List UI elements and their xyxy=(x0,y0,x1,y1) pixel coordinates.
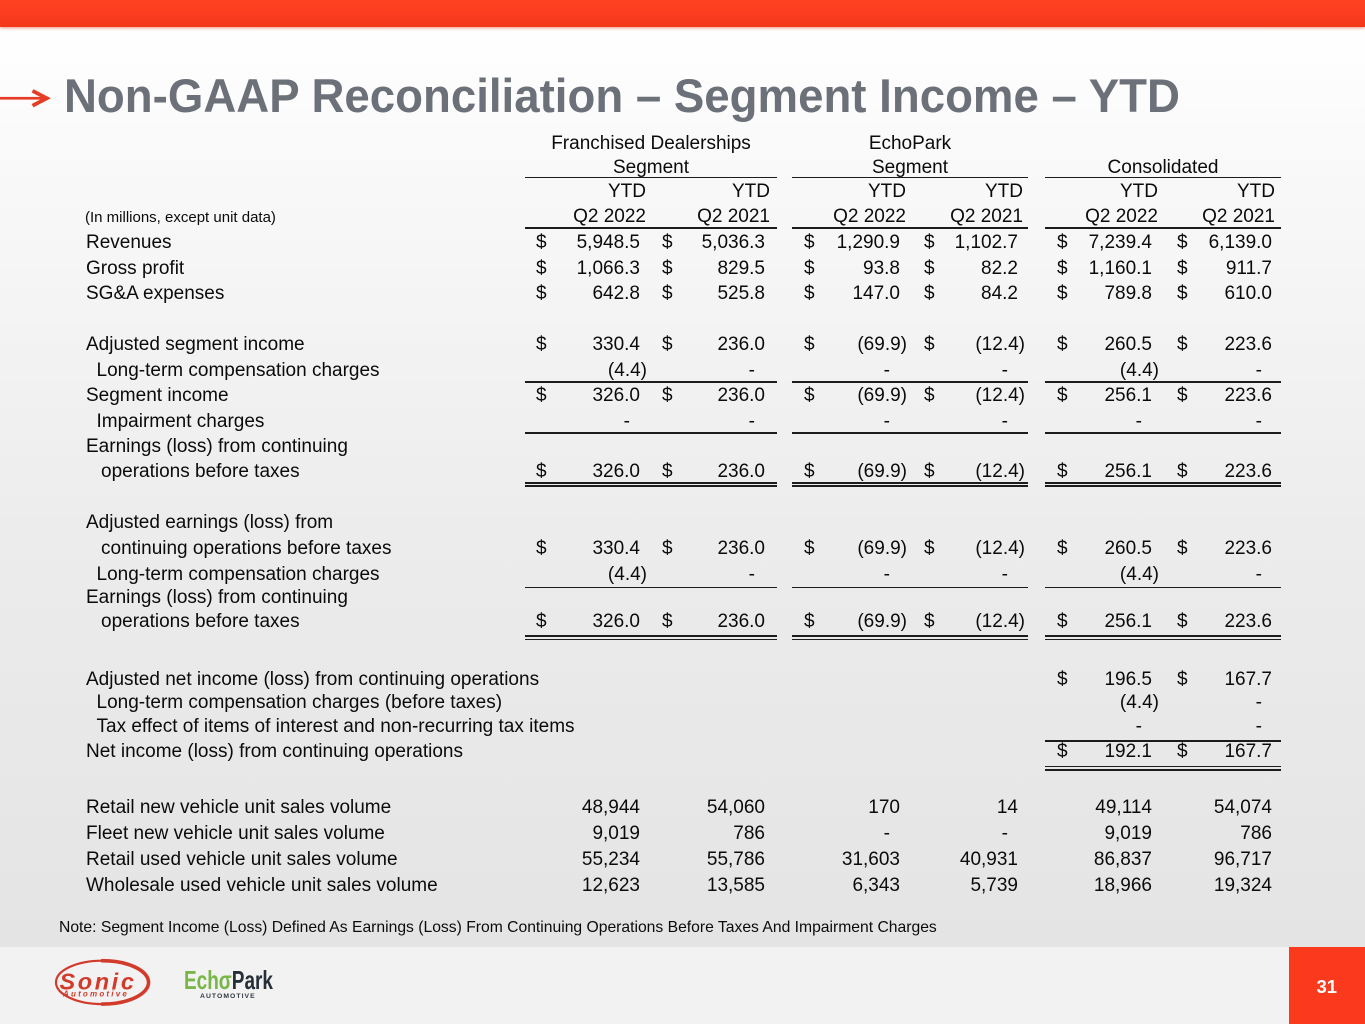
svg-text:Automotive: Automotive xyxy=(62,990,129,999)
svg-text:Sonic: Sonic xyxy=(60,969,137,995)
